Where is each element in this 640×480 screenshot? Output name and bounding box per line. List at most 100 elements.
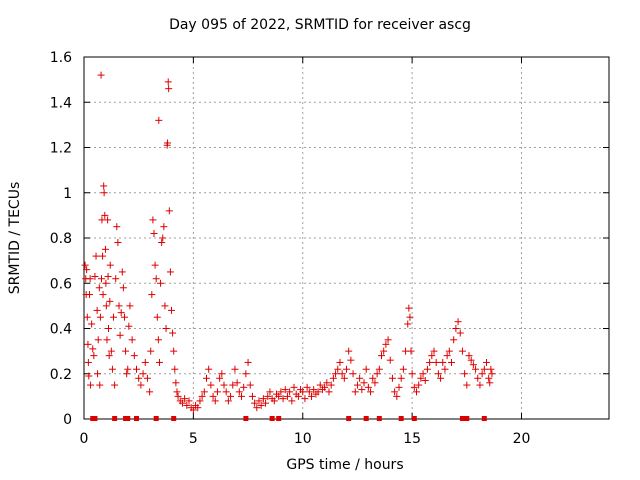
data-point [406,313,414,321]
data-point [91,272,99,280]
y-tick-label: 1.4 [50,95,72,111]
data-point [290,383,298,391]
data-point [85,372,93,380]
data-point [308,392,315,400]
data-point [164,78,172,86]
data-point [152,275,160,283]
data-point [369,374,377,382]
data-point [336,358,344,366]
data-point [463,381,471,389]
data-point [94,370,102,378]
y-tick-label: 1 [63,186,72,202]
y-tick-label: 0.2 [50,367,72,383]
data-point [461,370,469,378]
data-point [165,85,173,93]
data-point [162,325,170,332]
data-point [100,182,108,190]
data-point [253,404,261,412]
data-point [240,383,248,391]
data-point [153,313,161,321]
data-point [371,379,379,387]
data-point [183,401,191,409]
y-tick-label: 1.6 [50,50,72,66]
data-point [474,374,482,382]
baseline-point [92,416,98,421]
baseline-point [363,416,369,421]
data-point [437,374,445,382]
data-point [102,279,110,287]
x-tick-label: 15 [403,431,421,447]
data-point [154,336,162,344]
data-point [410,383,418,391]
data-point [181,395,189,403]
data-point [124,365,132,373]
data-point [458,347,466,355]
data-point [323,379,331,387]
data-point [220,381,228,389]
data-point [130,352,138,360]
data-point [426,358,434,366]
data-point [351,388,359,396]
data-point [345,347,353,355]
data-point [316,381,324,389]
data-point [85,291,93,299]
baseline-point [276,416,282,421]
data-point [413,388,420,396]
data-point [338,370,346,378]
data-point [321,383,329,391]
data-point [146,388,154,396]
data-point [151,261,159,269]
data-point [454,318,462,326]
data-point [367,388,375,396]
data-point [248,392,256,400]
baseline-point [134,416,139,421]
data-point [478,370,486,378]
data-point [87,381,95,389]
data-point [99,252,107,260]
data-point [83,313,91,321]
data-point [92,252,100,260]
data-point [472,365,480,373]
data-point [407,347,415,355]
data-point [89,345,97,353]
data-point [139,370,147,378]
data-point [203,374,210,382]
data-point [329,374,337,382]
data-point [485,374,493,382]
data-point [257,401,265,409]
data-point [246,381,254,389]
data-point [207,381,215,389]
data-point [358,386,366,394]
ticks: 0 0.2 0.4 0.6 0.8 1 1.2 1.4 1.6 0 5 10 15 20 [50,50,609,447]
data-point [349,370,357,378]
data-point [150,229,158,237]
data-point [397,374,405,382]
data-point [98,275,105,283]
data-point [487,365,495,373]
data-point [141,358,149,366]
data-point [288,397,296,405]
data-point [95,284,103,292]
data-point [157,279,165,287]
data-point [301,395,309,403]
data-point [421,377,429,385]
data-point [423,365,431,373]
data-point [211,397,219,405]
data-point [107,347,115,355]
data-point [213,388,221,396]
data-point [96,381,104,389]
data-point [112,275,120,283]
data-point [388,374,396,382]
data-point [94,336,102,344]
data-point [476,381,484,389]
data-point [161,302,169,310]
data-point [155,116,163,124]
data-point [108,365,116,373]
baseline-point [112,416,118,421]
data-point [303,383,311,391]
y-tick-label: 0.6 [50,276,72,292]
data-point [101,211,109,219]
data-point [395,383,403,391]
data-point [171,365,179,373]
data-point [205,365,213,373]
